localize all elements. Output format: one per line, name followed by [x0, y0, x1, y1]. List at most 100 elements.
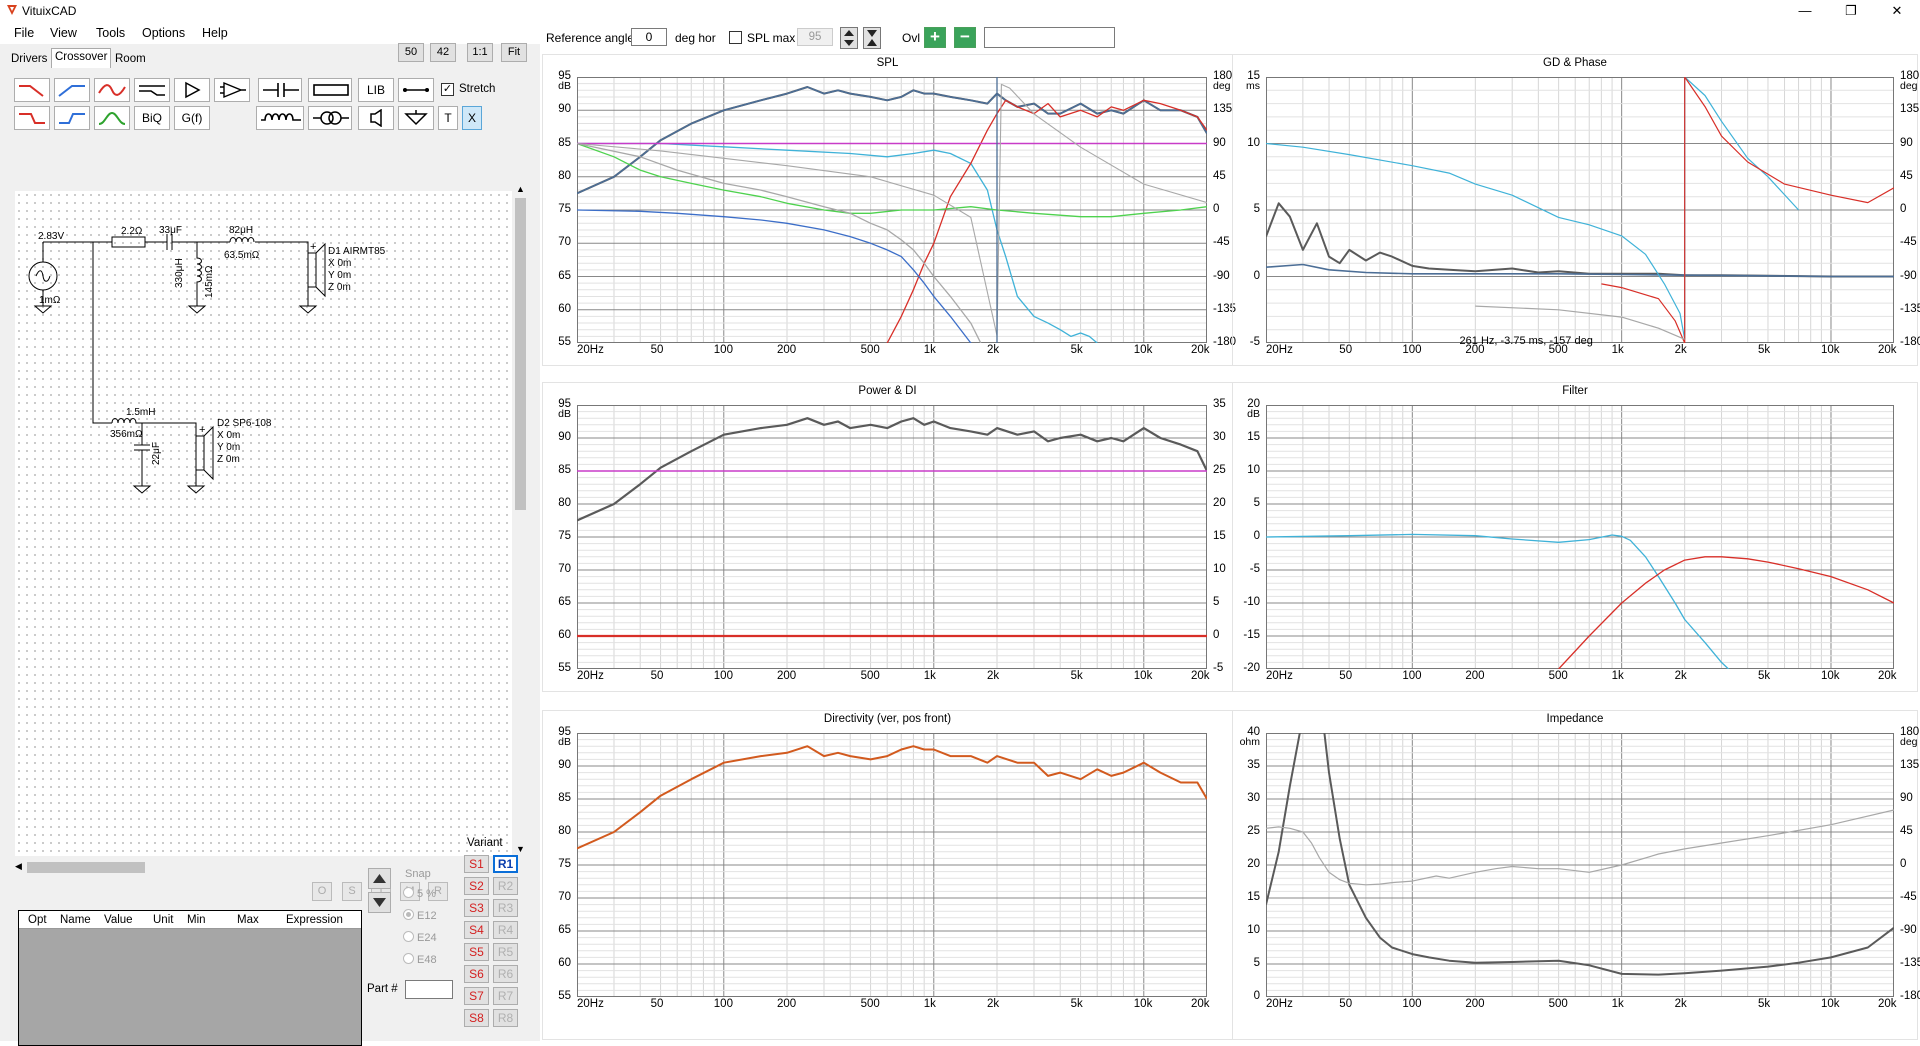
spl-max-checkbox[interactable] [729, 31, 742, 44]
zoom-42-button[interactable]: 42 [430, 43, 456, 62]
chart-panel-1[interactable]: GD & Phase 15 10 5 0 -5 ms 180 135 90 45 0 -45 -90 -13… [1232, 54, 1920, 366]
biquad-button[interactable]: BiQ [134, 106, 170, 130]
part-table[interactable]: Opt Name Value Unit Min Max Expression [18, 910, 362, 1046]
lowpass-2nd-button[interactable] [14, 106, 50, 130]
menu-tools[interactable]: Tools [96, 26, 126, 40]
stretch-checkbox[interactable]: ✓ [441, 83, 454, 96]
driver-button[interactable] [358, 106, 394, 130]
spl-max-input[interactable]: 95 [797, 28, 833, 46]
snap-5pct-option[interactable]: 5 % [403, 887, 436, 900]
restore-button[interactable]: ❐ [1845, 3, 1857, 18]
notch-filter-button[interactable] [94, 78, 130, 102]
chart-plot-area[interactable] [577, 405, 1207, 669]
move-up-button[interactable] [368, 868, 391, 889]
variant-r8-button[interactable]: R8 [493, 1009, 518, 1027]
col-value[interactable]: Value [104, 914, 133, 926]
close-button[interactable]: ✕ [1891, 3, 1903, 18]
minimize-button[interactable]: — [1798, 3, 1812, 18]
variant-r6-button[interactable]: R6 [493, 965, 518, 983]
snap-e48-option[interactable]: E48 [403, 953, 437, 966]
lowpass-1st-button[interactable] [14, 78, 50, 102]
schematic-drawing[interactable]: 2.83V 1mΩ 2.2Ω 33μF 82μH 63.5mΩ 330μH 14… [15, 191, 512, 856]
text-button[interactable]: T [438, 106, 458, 130]
menu-file[interactable]: File [14, 26, 35, 40]
chart-panel-4[interactable]: Directivity (ver, pos front) 95 90 85 80 75 70… [542, 710, 1233, 1040]
bandpass-button[interactable] [94, 106, 130, 130]
part-s-button[interactable]: S [342, 882, 362, 901]
variant-r5-button[interactable]: R5 [493, 943, 518, 961]
schematic-vertical-scrollbar[interactable]: ▲ ▼ [512, 184, 529, 858]
scroll-down-icon[interactable]: ▼ [516, 844, 525, 854]
scroll-thumb-horizontal[interactable] [27, 862, 145, 873]
variant-s1-button[interactable]: S1 [464, 855, 489, 873]
snap-e24-option[interactable]: E24 [403, 931, 437, 944]
scroll-thumb-vertical[interactable] [515, 198, 526, 510]
transfer-function-button[interactable]: G(f) [174, 106, 210, 130]
menu-view[interactable]: View [50, 26, 77, 40]
resistor-button[interactable] [308, 78, 352, 102]
overlay-select[interactable] [984, 27, 1115, 48]
part-o-button[interactable]: O [312, 882, 332, 901]
tab-crossover[interactable]: Crossover [51, 48, 112, 68]
menu-help[interactable]: Help [202, 26, 228, 40]
scroll-left-icon[interactable]: ◀ [15, 861, 22, 871]
library-button[interactable]: LIB [358, 78, 394, 102]
resistor-divider-button[interactable] [134, 78, 170, 102]
ground-button[interactable] [398, 106, 434, 130]
tab-room[interactable]: Room [115, 53, 146, 65]
col-opt[interactable]: Opt [28, 914, 47, 926]
radio-e12[interactable] [403, 909, 414, 920]
schematic-canvas[interactable]: 2.83V 1mΩ 2.2Ω 33μF 82μH 63.5mΩ 330μH 14… [15, 191, 512, 856]
variant-s7-button[interactable]: S7 [464, 987, 489, 1005]
overlay-remove-button[interactable]: − [954, 27, 976, 48]
inductor-button[interactable] [256, 106, 304, 130]
zoom-1-1-button[interactable]: 1:1 [467, 43, 493, 62]
chart-plot-area[interactable] [577, 77, 1207, 343]
part-r-button[interactable]: R [428, 882, 448, 901]
variant-s5-button[interactable]: S5 [464, 943, 489, 961]
highpass-1st-button[interactable] [54, 78, 90, 102]
reference-angle-input[interactable]: 0 [631, 28, 667, 46]
zoom-fit-button[interactable]: Fit [501, 43, 527, 62]
buffer-button[interactable] [174, 78, 210, 102]
variant-r4-button[interactable]: R4 [493, 921, 518, 939]
chart-plot-area[interactable] [1266, 77, 1894, 343]
capacitor-button[interactable] [258, 78, 302, 102]
chart-panel-3[interactable]: Filter 20 15 10 5 0 -5 -10 -15 -20 dB 20Hz 50 100 200 5… [1232, 382, 1918, 692]
radio-5pct[interactable] [403, 887, 414, 898]
chart-plot-area[interactable] [1266, 405, 1894, 669]
col-name[interactable]: Name [60, 914, 91, 926]
chart-plot-area[interactable] [1266, 733, 1894, 997]
transformer-button[interactable] [308, 106, 352, 130]
menu-options[interactable]: Options [142, 26, 186, 40]
overlay-add-button[interactable]: + [924, 27, 946, 48]
col-expression[interactable]: Expression [286, 914, 343, 926]
delete-button[interactable]: X [462, 106, 482, 130]
variant-r2-button[interactable]: R2 [493, 877, 518, 895]
scroll-up-icon[interactable]: ▲ [516, 184, 525, 194]
variant-s6-button[interactable]: S6 [464, 965, 489, 983]
variant-s2-button[interactable]: S2 [464, 877, 489, 895]
variant-r3-button[interactable]: R3 [493, 899, 518, 917]
variant-s8-button[interactable]: S8 [464, 1009, 489, 1027]
variant-r1-button[interactable]: R1 [493, 855, 518, 873]
highpass-2nd-button[interactable] [54, 106, 90, 130]
radio-e48[interactable] [403, 953, 414, 964]
variant-r7-button[interactable]: R7 [493, 987, 518, 1005]
variant-s3-button[interactable]: S3 [464, 899, 489, 917]
schematic-horizontal-scrollbar[interactable]: ◀ ▶ [15, 859, 512, 876]
col-unit[interactable]: Unit [153, 914, 174, 926]
col-min[interactable]: Min [187, 914, 206, 926]
chart-plot-area[interactable] [577, 733, 1207, 997]
variant-s4-button[interactable]: S4 [464, 921, 489, 939]
wire-button[interactable] [398, 78, 434, 102]
chart-panel-5[interactable]: Impedance 40 35 30 25 20 15 10 5 0 ohm 180 135 90 45 0-… [1232, 710, 1920, 1040]
snap-e12-option[interactable]: E12 [403, 909, 437, 922]
radio-e24[interactable] [403, 931, 414, 942]
chart-panel-2[interactable]: Power & DI 95 90 85 80 75 70 65 60 55 dB 35 30 25 20 15… [542, 382, 1233, 692]
tab-drivers[interactable]: Drivers [11, 53, 48, 65]
part-number-input[interactable] [405, 980, 453, 999]
spl-max-reset-button[interactable] [863, 27, 881, 49]
chart-panel-0[interactable]: SPL 95 90 85 80 75 70 65 60 55 dB 180 135 90 45 0 -45 -90… [542, 54, 1236, 366]
opamp-button[interactable] [214, 78, 250, 102]
